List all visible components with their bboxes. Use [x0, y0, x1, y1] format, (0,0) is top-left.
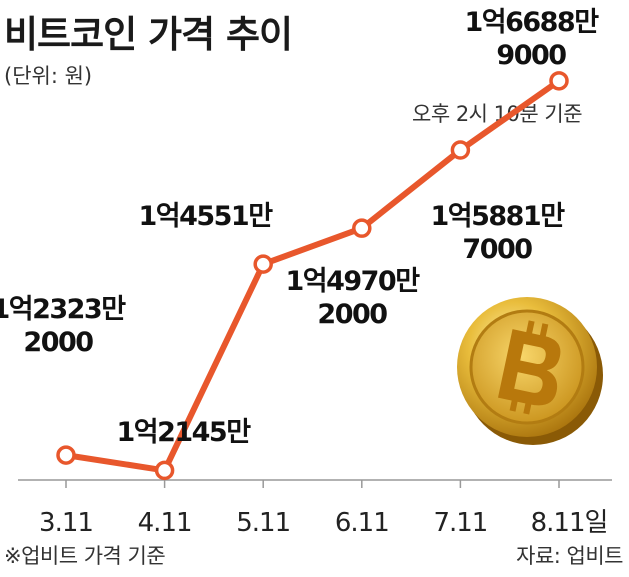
data-label: 1억2145만 [116, 417, 251, 448]
chart-title: 비트코인 가격 추이 [4, 13, 293, 56]
unit-label: (단위: 원) [4, 64, 93, 88]
x-axis-ticks [65, 480, 560, 488]
price-series-line [65, 78, 561, 474]
x-tick-label: 5.11 [236, 508, 290, 538]
data-point [450, 140, 471, 160]
x-tick-label: 8.11일 [531, 508, 608, 538]
x-axis-tick-labels: 3.11 4.11 5.11 6.11 7.11 8.11일 [39, 508, 608, 538]
data-labels: 1억2323만 2000 1억2145만 1억4551만 1억4970만 20001억58… [0, 7, 601, 448]
data-point [154, 460, 175, 481]
bitcoin-coin-icon [457, 297, 603, 445]
data-label: 1억4970만 2000 [285, 266, 420, 330]
footnote: ※업비트 가격 기준 [4, 544, 166, 568]
data-label: 1억2323만 2000 [0, 294, 126, 358]
x-tick-label: 3.11 [39, 508, 93, 538]
x-tick-label: 7.11 [433, 508, 487, 538]
data-point [56, 445, 76, 465]
data-label: 1억5881만 7000 [430, 201, 565, 265]
data-point [549, 71, 569, 91]
x-tick-label: 6.11 [335, 508, 389, 538]
data-label: 1억6688만 9000 [464, 7, 599, 71]
data-point [352, 218, 372, 238]
data-points [56, 71, 569, 481]
x-tick-label: 4.11 [138, 508, 192, 538]
data-point [253, 254, 273, 274]
source-label: 자료: 업비트 [516, 544, 623, 568]
data-label: 1억4551만 [138, 201, 273, 232]
